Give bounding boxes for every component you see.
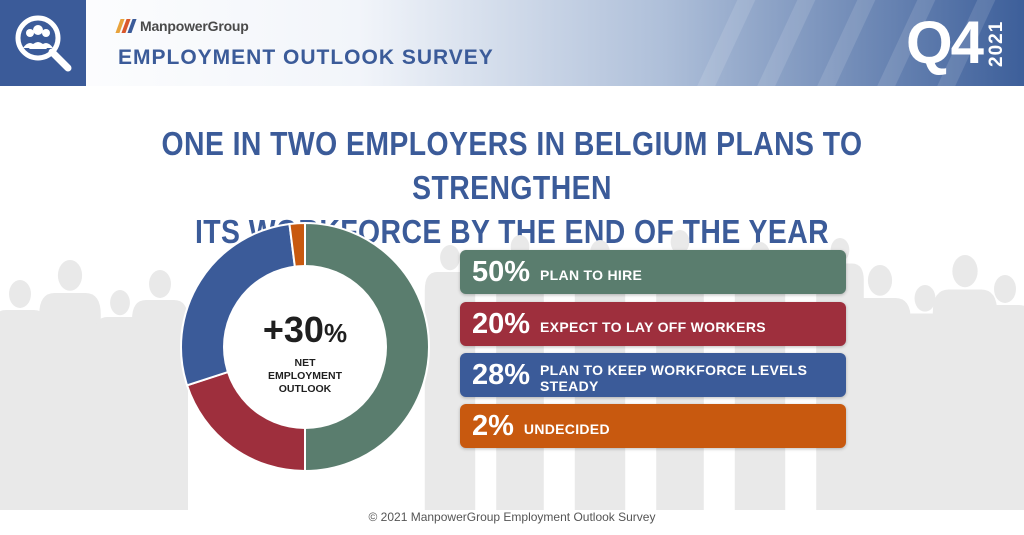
bar-value: 20% — [472, 307, 531, 340]
bar-value: 2% — [472, 409, 514, 442]
brand-mark-icon — [115, 19, 137, 33]
header-band — [0, 0, 1024, 86]
headline-line-1: ONE IN TWO EMPLOYERS IN BELGIUM PLANS TO… — [161, 125, 863, 206]
donut-hole — [223, 265, 387, 429]
donut-chart: +30% NET EMPLOYMENT OUTLOOK — [180, 222, 430, 472]
crowd-silhouettes — [0, 230, 1024, 510]
net-outlook-value: +30% — [263, 309, 347, 350]
survey-title: EMPLOYMENT OUTLOOK SURVEY — [118, 46, 494, 69]
net-outlook-label-3: OUTLOOK — [279, 383, 332, 395]
net-outlook-label-2: EMPLOYMENT — [268, 370, 343, 382]
headline: ONE IN TWO EMPLOYERS IN BELGIUM PLANS TO… — [106, 122, 918, 254]
bar-value: 28% — [472, 358, 531, 391]
magnifier-people-icon — [15, 15, 72, 72]
net-outlook-label-1: NET — [295, 357, 317, 369]
bar-value: 50% — [472, 255, 531, 288]
bar-label: PLAN TO KEEP WORKFORCE LEVELS STEADY — [540, 362, 808, 394]
year-label: 2021 — [986, 20, 1007, 68]
brand-name: ManpowerGroup — [140, 18, 249, 34]
quarter-label: Q4 — [905, 9, 984, 76]
bar-keep-steady: 28% PLAN TO KEEP WORKFORCE LEVELS STEADY — [460, 353, 846, 397]
footer-copyright: © 2021 ManpowerGroup Employment Outlook … — [368, 510, 656, 524]
bar-label: PLAN TO HIRE — [540, 267, 643, 283]
bar-undecided: 2% UNDECIDED — [460, 404, 846, 448]
brand: ManpowerGroup — [115, 18, 249, 34]
bar-plan-to-hire: 50% PLAN TO HIRE — [460, 250, 846, 294]
bar-label: UNDECIDED — [523, 421, 610, 437]
bar-label: EXPECT TO LAY OFF WORKERS — [540, 319, 766, 335]
logo-box — [0, 0, 86, 86]
bar-lay-off: 20% EXPECT TO LAY OFF WORKERS — [460, 302, 846, 346]
